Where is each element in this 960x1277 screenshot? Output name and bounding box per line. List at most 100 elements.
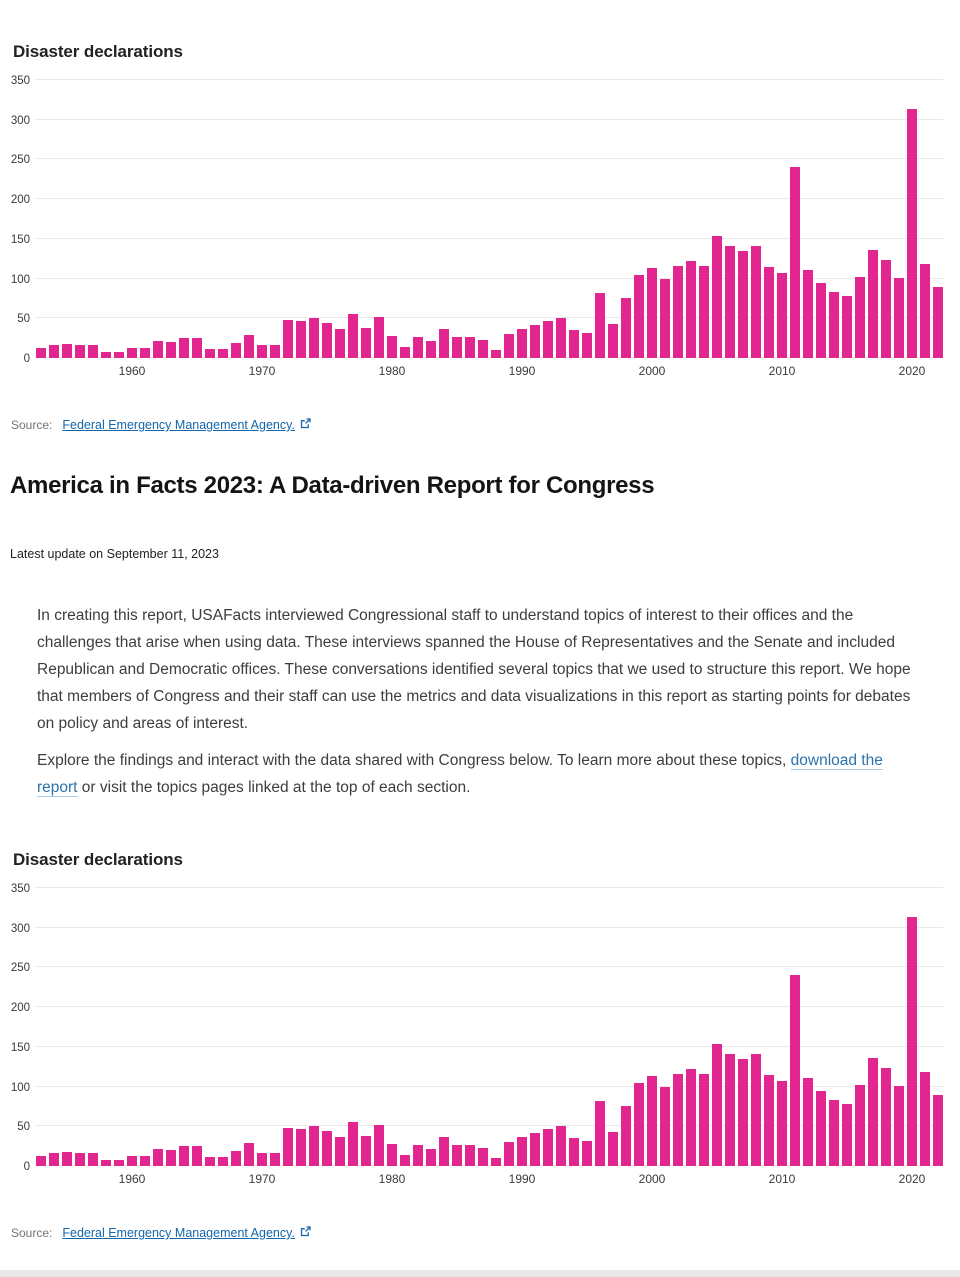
bar-1968[interactable] [231,1150,241,1166]
bar-1994[interactable] [569,1138,579,1166]
bar-1977[interactable] [348,313,358,358]
bar-1955[interactable] [62,343,72,358]
bar-1983[interactable] [426,1149,436,1166]
bar-1990[interactable] [517,1137,527,1166]
bar-1965[interactable] [192,338,202,358]
bar-2015[interactable] [842,296,852,358]
bar-1972[interactable] [283,319,293,358]
bar-1970[interactable] [257,1152,267,1166]
bar-2007[interactable] [738,250,748,358]
bar-1961[interactable] [140,1156,150,1166]
bar-1992[interactable] [543,321,553,358]
bar-1975[interactable] [322,1131,332,1166]
bar-2004[interactable] [699,1073,709,1166]
bar-1987[interactable] [478,1147,488,1166]
bar-1973[interactable] [296,321,306,358]
source-link[interactable]: Federal Emergency Management Agency. [62,418,311,432]
bar-1999[interactable] [634,274,644,358]
bar-1980[interactable] [387,335,397,358]
external-link-icon[interactable] [300,1226,311,1240]
bar-1971[interactable] [270,344,280,358]
bar-2002[interactable] [673,1073,683,1166]
bar-1963[interactable] [166,342,176,358]
bar-1984[interactable] [439,1136,449,1166]
bar-1971[interactable] [270,1152,280,1166]
bar-1966[interactable] [205,349,215,358]
bar-1986[interactable] [465,1144,475,1166]
source-link[interactable]: Federal Emergency Management Agency. [62,1226,311,1240]
bar-1996[interactable] [595,292,605,358]
bar-1957[interactable] [88,1153,98,1166]
bar-2019[interactable] [894,277,904,358]
bar-1974[interactable] [309,1125,319,1166]
bar-1961[interactable] [140,348,150,358]
bar-1989[interactable] [504,1142,514,1166]
bar-1982[interactable] [413,1145,423,1166]
bar-1975[interactable] [322,323,332,358]
bar-1983[interactable] [426,341,436,358]
bar-1954[interactable] [49,344,59,358]
bar-2009[interactable] [764,1075,774,1166]
bar-2008[interactable] [751,1054,761,1166]
bar-1963[interactable] [166,1150,176,1166]
bar-2006[interactable] [725,246,735,358]
bar-1985[interactable] [452,1145,462,1166]
bar-1976[interactable] [335,1136,345,1166]
bar-2017[interactable] [868,1057,878,1166]
bar-1989[interactable] [504,334,514,358]
bar-2022[interactable] [933,1095,943,1166]
bar-2003[interactable] [686,1069,696,1166]
bar-1995[interactable] [582,1140,592,1166]
bar-1996[interactable] [595,1100,605,1166]
bar-2013[interactable] [816,1091,826,1166]
bar-1954[interactable] [49,1152,59,1166]
bar-1960[interactable] [127,1156,137,1166]
bar-1973[interactable] [296,1129,306,1166]
bar-1978[interactable] [361,327,371,358]
bar-1953[interactable] [36,347,46,358]
bar-2016[interactable] [855,276,865,358]
bar-1979[interactable] [374,1124,384,1166]
bar-1991[interactable] [530,324,540,358]
bar-1958[interactable] [101,1160,111,1166]
bar-2011[interactable] [790,166,800,358]
bar-2004[interactable] [699,265,709,358]
bar-1968[interactable] [231,342,241,358]
bar-1959[interactable] [114,352,124,358]
bar-2014[interactable] [829,292,839,358]
bar-1964[interactable] [179,1146,189,1166]
bar-2018[interactable] [881,260,891,358]
bar-1958[interactable] [101,352,111,358]
bar-2021[interactable] [920,264,930,358]
bar-1978[interactable] [361,1135,371,1166]
bar-1965[interactable] [192,1146,202,1166]
bar-2007[interactable] [738,1058,748,1166]
bar-2018[interactable] [881,1068,891,1166]
bar-1955[interactable] [62,1151,72,1166]
bar-2020[interactable] [907,108,917,358]
bar-1986[interactable] [465,336,475,358]
bar-1969[interactable] [244,1142,254,1166]
bar-1991[interactable] [530,1132,540,1166]
bar-2001[interactable] [660,1087,670,1166]
bar-2014[interactable] [829,1100,839,1166]
bar-2003[interactable] [686,261,696,358]
bar-1979[interactable] [374,316,384,358]
bar-2005[interactable] [712,236,722,358]
bar-1997[interactable] [608,323,618,358]
bar-2005[interactable] [712,1044,722,1166]
bar-2010[interactable] [777,1081,787,1166]
bar-1993[interactable] [556,318,566,358]
bar-1969[interactable] [244,334,254,358]
bar-2013[interactable] [816,283,826,358]
bar-1995[interactable] [582,332,592,358]
external-link-icon[interactable] [300,418,311,432]
bar-1981[interactable] [400,1154,410,1166]
bar-2000[interactable] [647,1076,657,1166]
bar-2016[interactable] [855,1084,865,1166]
bar-1994[interactable] [569,330,579,358]
bar-1970[interactable] [257,344,267,358]
bar-1953[interactable] [36,1155,46,1166]
bar-1972[interactable] [283,1127,293,1166]
bar-1974[interactable] [309,317,319,358]
